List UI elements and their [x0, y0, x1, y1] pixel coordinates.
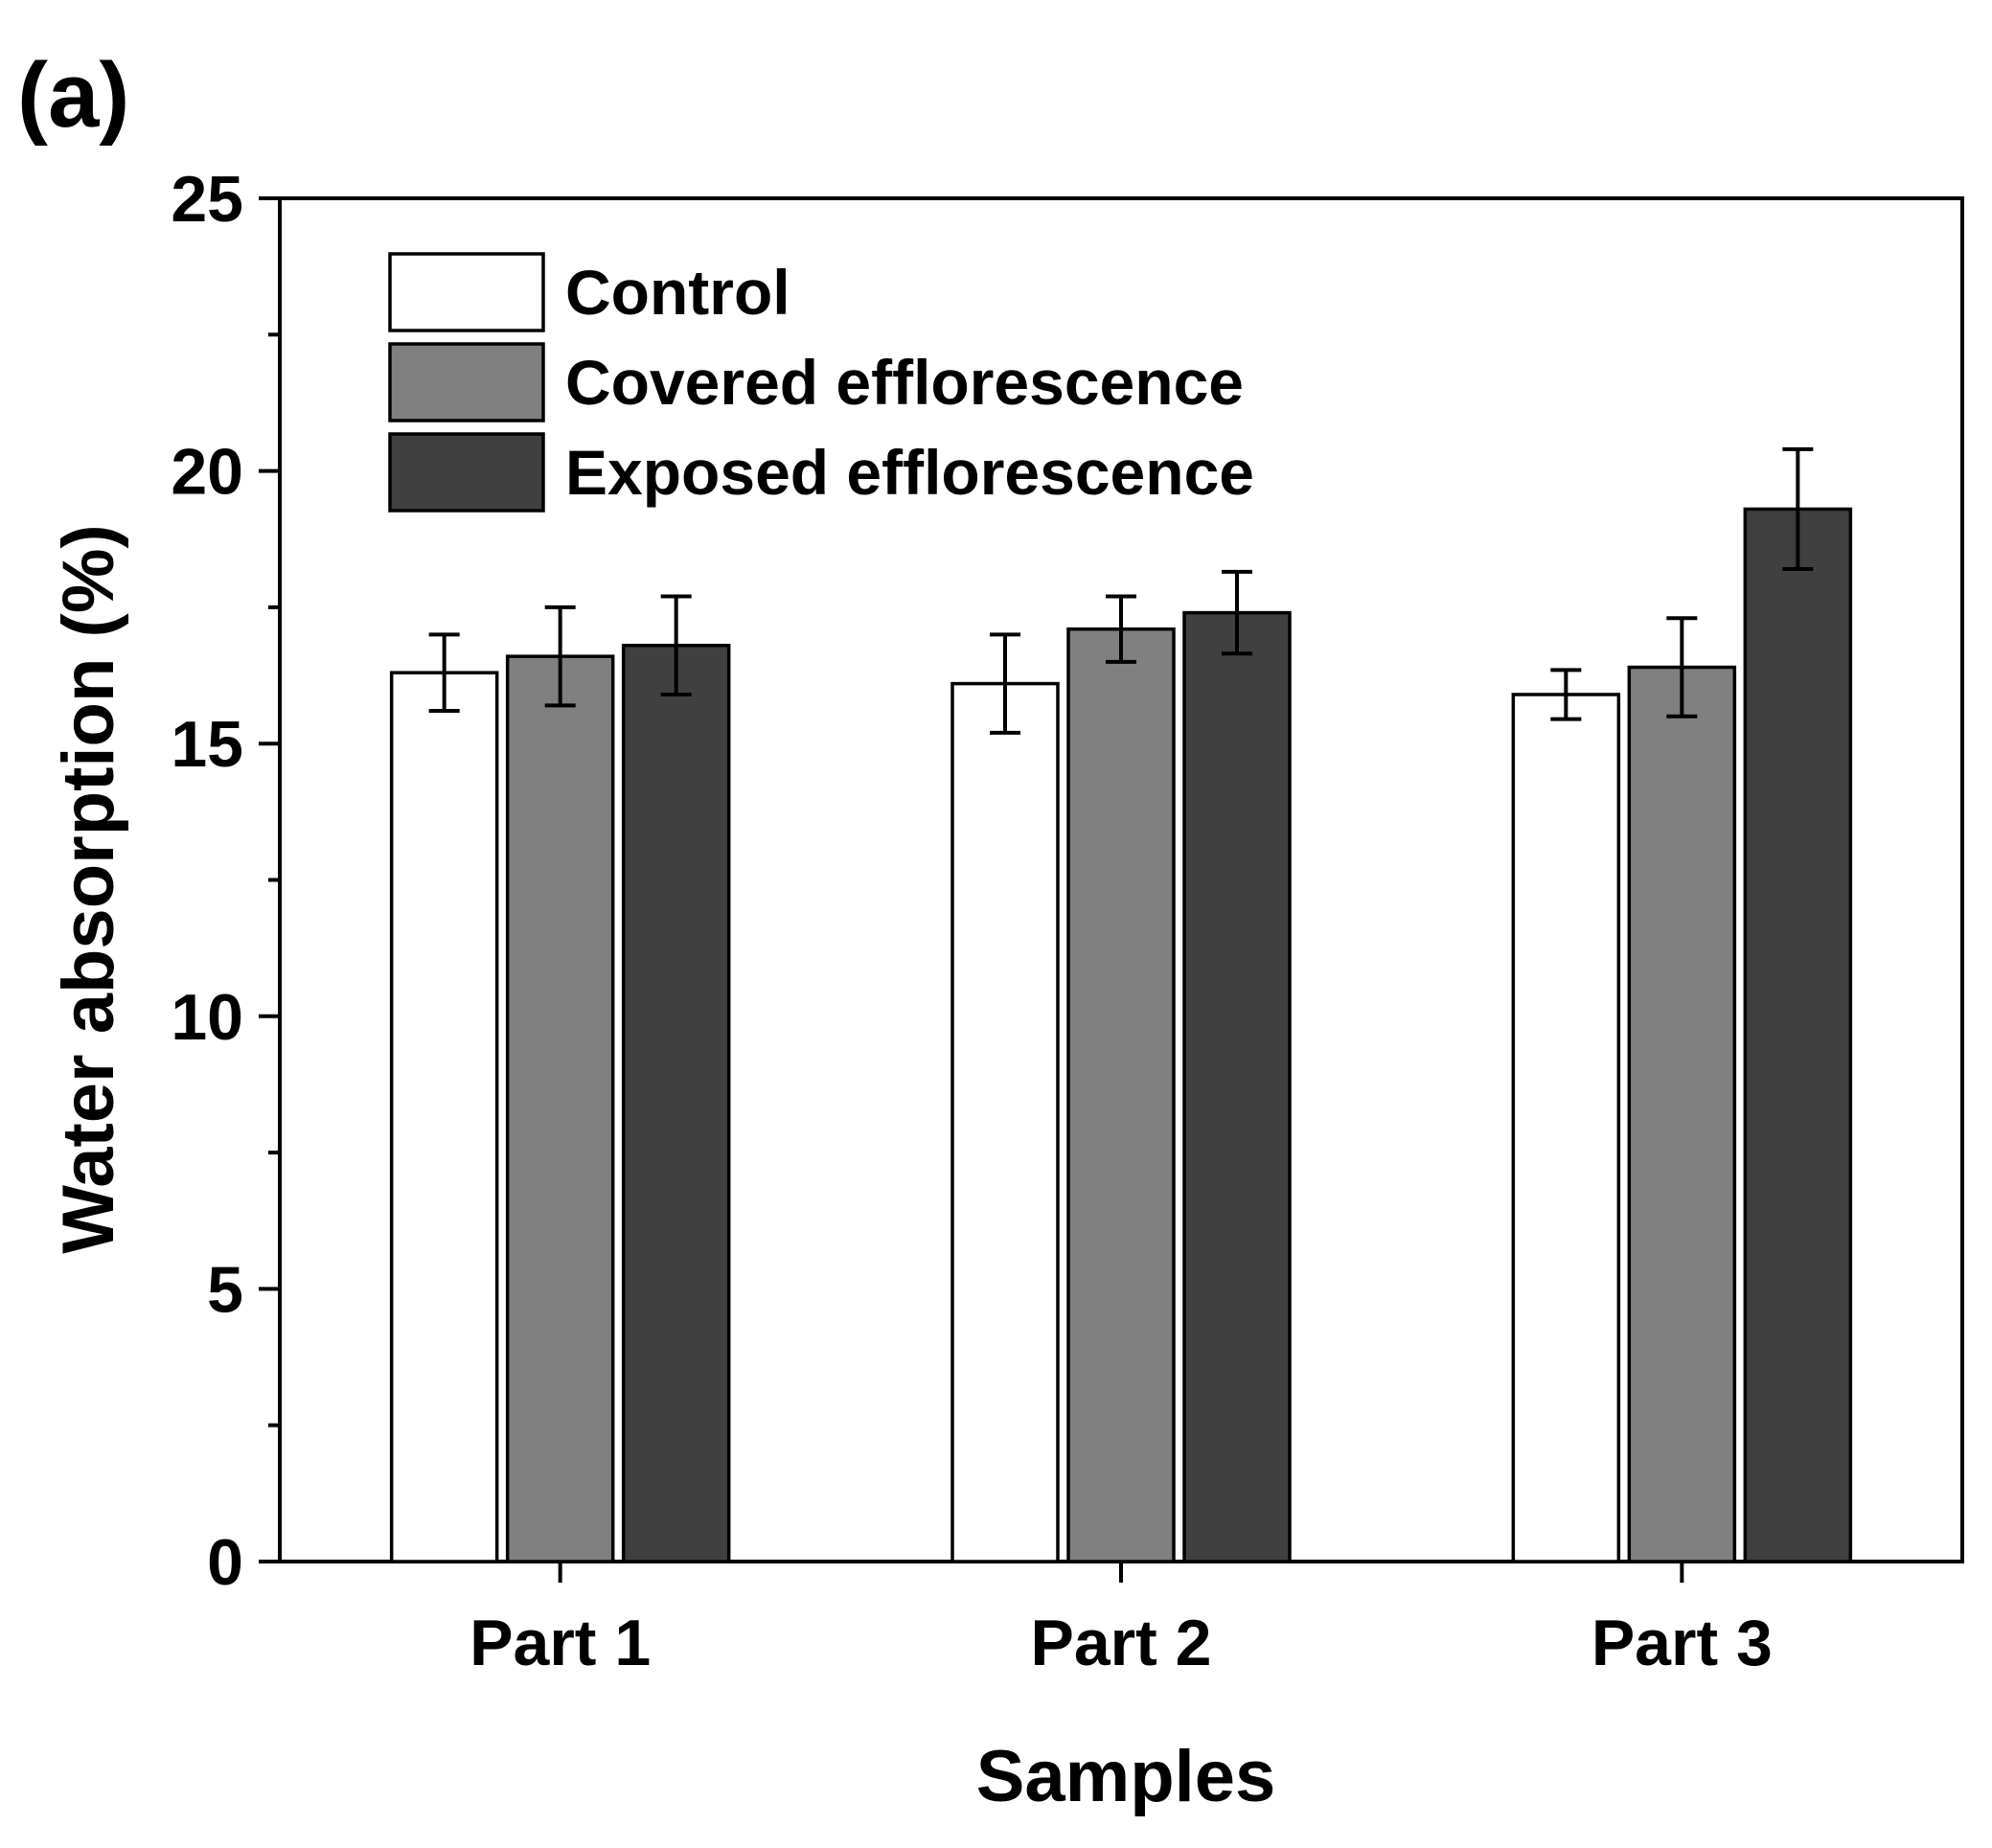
legend-item: Covered efflorescence: [388, 342, 1244, 422]
y-tick-label: 20: [171, 436, 243, 509]
y-tick-label: 15: [171, 708, 243, 781]
panel-label: (a): [17, 44, 129, 147]
error-bar: [1222, 569, 1252, 656]
legend-swatch: [388, 342, 545, 422]
error-bar: [428, 632, 460, 714]
y-axis-label: Water absorption (%): [48, 524, 129, 1253]
bar: [1066, 627, 1176, 1563]
error-bar: [660, 594, 692, 696]
legend-label: Control: [565, 257, 790, 328]
error-bar: [1666, 616, 1698, 719]
x-tick-label: Part 2: [1031, 1607, 1212, 1679]
bar: [1182, 610, 1292, 1563]
y-tick-label: 5: [207, 1253, 243, 1326]
legend-label: Exposed efflorescence: [565, 437, 1254, 508]
x-tick-label: Part 1: [469, 1607, 651, 1679]
error-bars: [428, 446, 1814, 735]
bars: [389, 507, 1853, 1563]
x-axis-label: Samples: [976, 1736, 1276, 1817]
legend: Control Covered efflorescence Exposed effl…: [388, 252, 1254, 513]
error-bar: [990, 632, 1020, 735]
x-tick-label: Part 3: [1591, 1607, 1773, 1679]
legend-item: Exposed efflorescence: [388, 432, 1254, 513]
bar: [505, 654, 615, 1563]
legend-swatch: [388, 252, 545, 332]
legend-swatch: [388, 432, 545, 513]
bar: [950, 681, 1060, 1563]
legend-label: Covered efflorescence: [565, 347, 1244, 418]
y-tick-label: 25: [171, 163, 243, 236]
error-bar: [1106, 594, 1136, 664]
y-tick-label: 0: [207, 1526, 243, 1599]
bar: [389, 671, 499, 1563]
y-tick-label: 10: [171, 981, 243, 1054]
bar: [1743, 507, 1853, 1563]
bar: [1627, 665, 1737, 1563]
y-axis: 0 5 10 15 20 25: [171, 163, 280, 1599]
x-axis: Part 1 Part 2 Part 3: [469, 1562, 1773, 1679]
bar: [621, 643, 731, 1563]
legend-item: Control: [388, 252, 790, 332]
error-bar: [1782, 446, 1814, 572]
bar: [1511, 693, 1621, 1563]
error-bar: [544, 605, 576, 708]
error-bar: [1550, 668, 1582, 721]
